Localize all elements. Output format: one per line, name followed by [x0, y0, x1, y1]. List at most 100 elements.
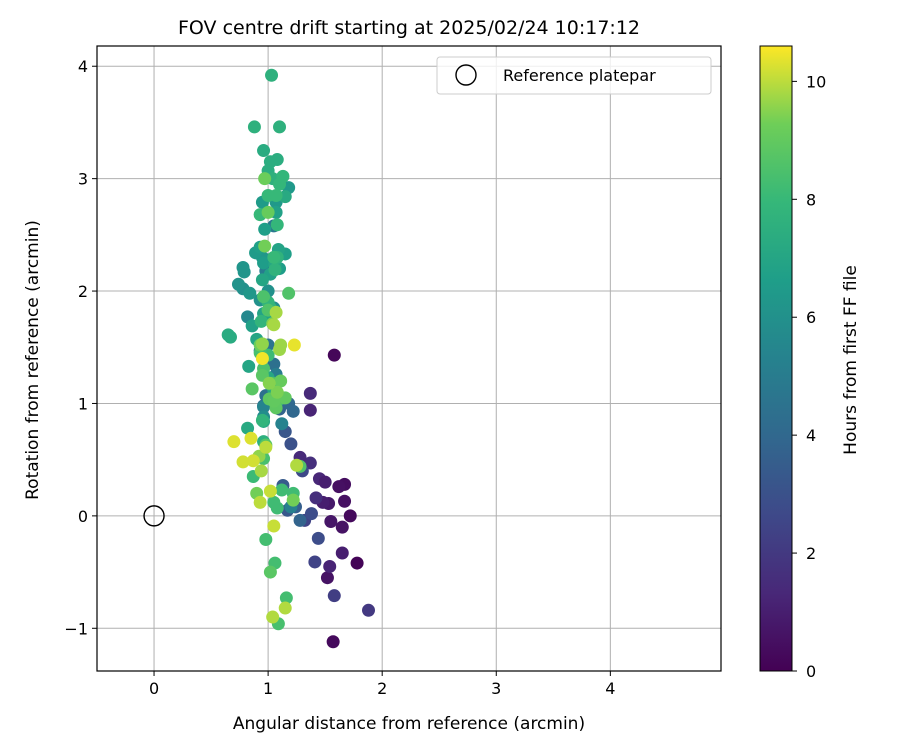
grid	[97, 46, 721, 671]
data-point	[257, 256, 271, 270]
data-point	[236, 455, 250, 469]
data-point	[269, 305, 283, 319]
data-point	[241, 421, 255, 435]
data-point	[324, 514, 338, 528]
data-point	[259, 440, 273, 454]
y-tick-label: −1	[64, 619, 88, 638]
data-point	[267, 519, 281, 533]
y-axis-ticks: −1 0 1 2 3 4	[64, 57, 97, 638]
data-point	[274, 374, 288, 388]
data-point	[323, 559, 337, 573]
data-point	[258, 239, 272, 253]
data-point	[255, 413, 269, 427]
reference-layer	[143, 505, 165, 527]
data-point	[231, 277, 245, 291]
data-point	[265, 68, 279, 82]
colorbar-tick-label: 0	[806, 662, 816, 681]
data-point	[243, 286, 257, 300]
data-point	[242, 359, 256, 373]
data-point	[255, 352, 269, 365]
legend-entry-label: Reference platepar	[503, 66, 656, 85]
data-point	[350, 556, 364, 570]
data-point	[270, 385, 284, 399]
data-point	[246, 454, 260, 468]
data-point	[286, 404, 300, 418]
plot-frame	[96, 45, 722, 672]
reference-platepar-marker	[143, 505, 165, 527]
data-point	[293, 513, 307, 527]
legend: Reference platepar	[436, 56, 712, 95]
data-point	[262, 376, 276, 390]
data-point	[263, 484, 277, 498]
data-point	[263, 565, 277, 579]
data-point	[267, 250, 281, 264]
data-point	[318, 475, 332, 489]
colorbar-tick-label: 8	[806, 190, 816, 209]
data-point	[255, 273, 269, 287]
x-tick-label: 4	[605, 679, 615, 698]
x-tick-label: 0	[149, 679, 159, 698]
data-point	[335, 546, 349, 560]
data-point	[245, 382, 259, 396]
colorbar-label: Hours from first FF file	[841, 265, 861, 455]
data-point	[335, 520, 349, 534]
data-point	[259, 532, 273, 546]
data-point	[286, 493, 300, 507]
data-point	[254, 464, 268, 478]
data-point	[261, 205, 275, 219]
data-point	[257, 144, 271, 158]
data-point	[254, 314, 268, 328]
data-point	[332, 480, 346, 494]
data-points	[221, 68, 376, 649]
x-axis-label: Angular distance from reference (arcmin)	[233, 714, 585, 734]
data-point	[253, 495, 267, 509]
colorbar: 0 2 4 6 8 10 Hours from first FF file	[759, 45, 861, 681]
colorbar-tick-label: 2	[806, 544, 816, 563]
legend-box	[436, 56, 712, 95]
data-point	[255, 337, 269, 351]
chart-title: FOV centre drift starting at 2025/02/24 …	[178, 17, 640, 39]
data-point	[257, 290, 271, 304]
data-point	[237, 265, 251, 279]
legend-reference-marker	[455, 64, 477, 86]
data-point	[309, 491, 323, 505]
data-point	[304, 507, 318, 521]
data-point	[287, 338, 301, 352]
y-tick-label: 2	[78, 282, 88, 301]
data-point	[275, 417, 289, 431]
data-point	[326, 635, 340, 649]
data-point	[303, 403, 317, 417]
data-point	[338, 494, 352, 508]
data-point	[278, 601, 292, 615]
x-tick-label: 2	[377, 679, 387, 698]
data-point	[290, 458, 304, 472]
data-point	[247, 120, 261, 134]
data-point	[266, 610, 280, 624]
data-point	[227, 435, 241, 449]
data-point	[284, 437, 298, 451]
colorbar-tick-label: 10	[806, 72, 826, 91]
data-point	[275, 483, 289, 497]
y-tick-label: 1	[78, 394, 88, 413]
data-point	[279, 591, 293, 605]
y-axis-label: Rotation from reference (arcmin)	[23, 220, 43, 500]
data-point	[223, 330, 237, 344]
data-point	[258, 222, 272, 236]
data-point	[303, 456, 317, 470]
y-tick-label: 4	[78, 57, 88, 76]
colorbar-ticks: 0 2 4 6 8 10	[792, 72, 826, 681]
data-point	[282, 286, 296, 300]
data-point	[258, 172, 272, 186]
data-point	[267, 318, 281, 332]
x-tick-label: 1	[263, 679, 273, 698]
data-point	[343, 509, 357, 523]
y-tick-label: 0	[78, 507, 88, 526]
data-point	[320, 571, 334, 585]
data-point	[274, 338, 288, 352]
x-tick-label: 3	[491, 679, 501, 698]
data-point	[276, 169, 290, 183]
x-axis-ticks: 0 1 2 3 4	[149, 671, 615, 698]
data-point	[303, 386, 317, 400]
colorbar-tick-label: 4	[806, 426, 816, 445]
